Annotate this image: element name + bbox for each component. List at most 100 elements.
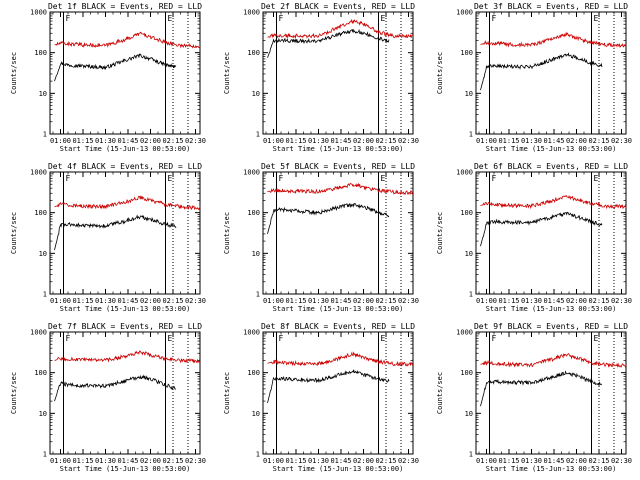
- y-tick-label: 1: [43, 131, 47, 139]
- time-marker-label: F: [279, 334, 284, 343]
- x-tick-label: 02:00: [353, 137, 374, 145]
- x-tick-label: 01:30: [308, 457, 329, 465]
- x-tick-label: 01:00: [476, 137, 497, 145]
- x-tick-label: 01:30: [521, 137, 542, 145]
- x-tick-label: 02:15: [162, 457, 183, 465]
- y-tick-label: 1000: [456, 9, 473, 17]
- x-tick-label: 01:15: [72, 457, 93, 465]
- x-tick-label: 01:30: [95, 137, 116, 145]
- lightcurve-plot: Det 6f BLACK = Events, RED = LLD 1 10 100 10…: [436, 162, 632, 313]
- y-axis-label: Counts/sec: [436, 372, 444, 414]
- panel-title: Det 6f BLACK = Events, RED = LLD: [474, 162, 628, 171]
- y-tick-label: 100: [460, 49, 473, 57]
- lld-series-line: [267, 18, 414, 40]
- x-axis-label: Start Time (15-Jun-13 00:53:00): [486, 465, 617, 473]
- x-tick-label: 02:00: [566, 297, 587, 305]
- y-tick-label: 100: [247, 209, 260, 217]
- plot-frame: [262, 11, 414, 135]
- x-tick-label: 01:45: [330, 137, 351, 145]
- y-tick-label: 1000: [456, 169, 473, 177]
- x-tick-label: 01:30: [308, 297, 329, 305]
- y-axis-label: Counts/sec: [223, 52, 231, 94]
- x-axis-label: Start Time (15-Jun-13 00:53:00): [60, 305, 191, 313]
- x-tick-label: 02:30: [185, 457, 206, 465]
- lld-series-line: [267, 351, 414, 367]
- y-tick-label: 100: [247, 49, 260, 57]
- y-tick-label: 10: [39, 90, 47, 98]
- y-axis-label: Counts/sec: [223, 372, 231, 414]
- lightcurve-plot: Det 7f BLACK = Events, RED = LLD 1 10 100 10…: [10, 322, 206, 473]
- panel-title: Det 8f BLACK = Events, RED = LLD: [261, 322, 415, 331]
- panel-title: Det 5f BLACK = Events, RED = LLD: [261, 162, 415, 171]
- y-tick-label: 1: [256, 291, 260, 299]
- x-tick-label: 02:30: [185, 297, 206, 305]
- x-axis-label: Start Time (15-Jun-13 00:53:00): [273, 145, 404, 153]
- x-tick-label: 02:00: [566, 457, 587, 465]
- plot-frame: [475, 11, 627, 135]
- x-tick-label: 01:15: [72, 297, 93, 305]
- y-tick-label: 10: [252, 410, 260, 418]
- x-tick-label: 01:45: [330, 297, 351, 305]
- y-axis-label: Counts/sec: [436, 212, 444, 254]
- x-axis-label: Start Time (15-Jun-13 00:53:00): [486, 305, 617, 313]
- y-tick-label: 100: [460, 369, 473, 377]
- y-tick-label: 1000: [30, 329, 47, 337]
- x-tick-label: 01:00: [263, 137, 284, 145]
- lld-series-line: [480, 194, 627, 210]
- detector-panel-4: Det 4f BLACK = Events, RED = LLD 1 10 100 10…: [0, 160, 213, 320]
- y-tick-label: 1000: [30, 9, 47, 17]
- detector-panel-5: Det 5f BLACK = Events, RED = LLD 1 10 100 10…: [213, 160, 426, 320]
- detector-panel-6: Det 6f BLACK = Events, RED = LLD 1 10 100 10…: [426, 160, 639, 320]
- x-tick-label: 02:30: [611, 297, 632, 305]
- x-tick-label: 02:15: [375, 297, 396, 305]
- detector-panel-9: Det 9f BLACK = Events, RED = LLD 1 10 100 10…: [426, 320, 639, 480]
- detector-panel-3: Det 3f BLACK = Events, RED = LLD 1 10 100 10…: [426, 0, 639, 160]
- x-tick-label: 01:15: [498, 137, 519, 145]
- time-marker-label: E: [381, 174, 386, 183]
- y-tick-label: 1000: [456, 329, 473, 337]
- x-tick-label: 01:30: [521, 457, 542, 465]
- plot-frame: [49, 171, 201, 295]
- x-tick-label: 01:00: [263, 297, 284, 305]
- x-tick-label: 02:00: [140, 297, 161, 305]
- time-marker-label: F: [66, 174, 71, 183]
- x-tick-label: 01:30: [95, 457, 116, 465]
- x-tick-label: 01:45: [117, 457, 138, 465]
- y-tick-label: 100: [34, 49, 47, 57]
- x-axis-label: Start Time (15-Jun-13 00:53:00): [273, 465, 404, 473]
- time-marker-label: F: [492, 174, 497, 183]
- time-marker-label: F: [492, 14, 497, 23]
- time-marker-label: E: [381, 334, 386, 343]
- y-axis-label: Counts/sec: [436, 52, 444, 94]
- x-tick-label: 02:30: [611, 457, 632, 465]
- y-tick-label: 10: [252, 250, 260, 258]
- y-axis-label: Counts/sec: [10, 52, 18, 94]
- time-marker-label: F: [279, 14, 284, 23]
- lld-series-line: [480, 352, 627, 368]
- x-tick-label: 01:00: [50, 297, 71, 305]
- x-tick-label: 02:30: [611, 137, 632, 145]
- time-marker-label: E: [168, 334, 173, 343]
- time-marker-label: E: [168, 174, 173, 183]
- y-tick-label: 1: [43, 291, 47, 299]
- lld-series-line: [54, 350, 201, 364]
- x-tick-label: 02:15: [588, 137, 609, 145]
- x-tick-label: 02:15: [162, 297, 183, 305]
- time-marker-label: F: [279, 174, 284, 183]
- y-tick-label: 1000: [243, 9, 260, 17]
- plot-frame: [262, 331, 414, 455]
- time-marker-label: E: [594, 334, 599, 343]
- lightcurve-plot: Det 8f BLACK = Events, RED = LLD 1 10 100 10…: [223, 322, 419, 473]
- y-tick-label: 1000: [243, 329, 260, 337]
- y-tick-label: 10: [39, 410, 47, 418]
- y-axis-label: Counts/sec: [10, 212, 18, 254]
- x-tick-label: 02:00: [566, 137, 587, 145]
- lld-series-line: [54, 31, 201, 49]
- y-tick-label: 100: [247, 369, 260, 377]
- panel-title: Det 7f BLACK = Events, RED = LLD: [48, 322, 202, 331]
- events-series-line: [54, 374, 177, 402]
- events-series-line: [267, 202, 390, 235]
- y-tick-label: 1: [469, 451, 473, 459]
- detector-panel-2: Det 2f BLACK = Events, RED = LLD 1 10 100 10…: [213, 0, 426, 160]
- panel-title: Det 1f BLACK = Events, RED = LLD: [48, 2, 202, 11]
